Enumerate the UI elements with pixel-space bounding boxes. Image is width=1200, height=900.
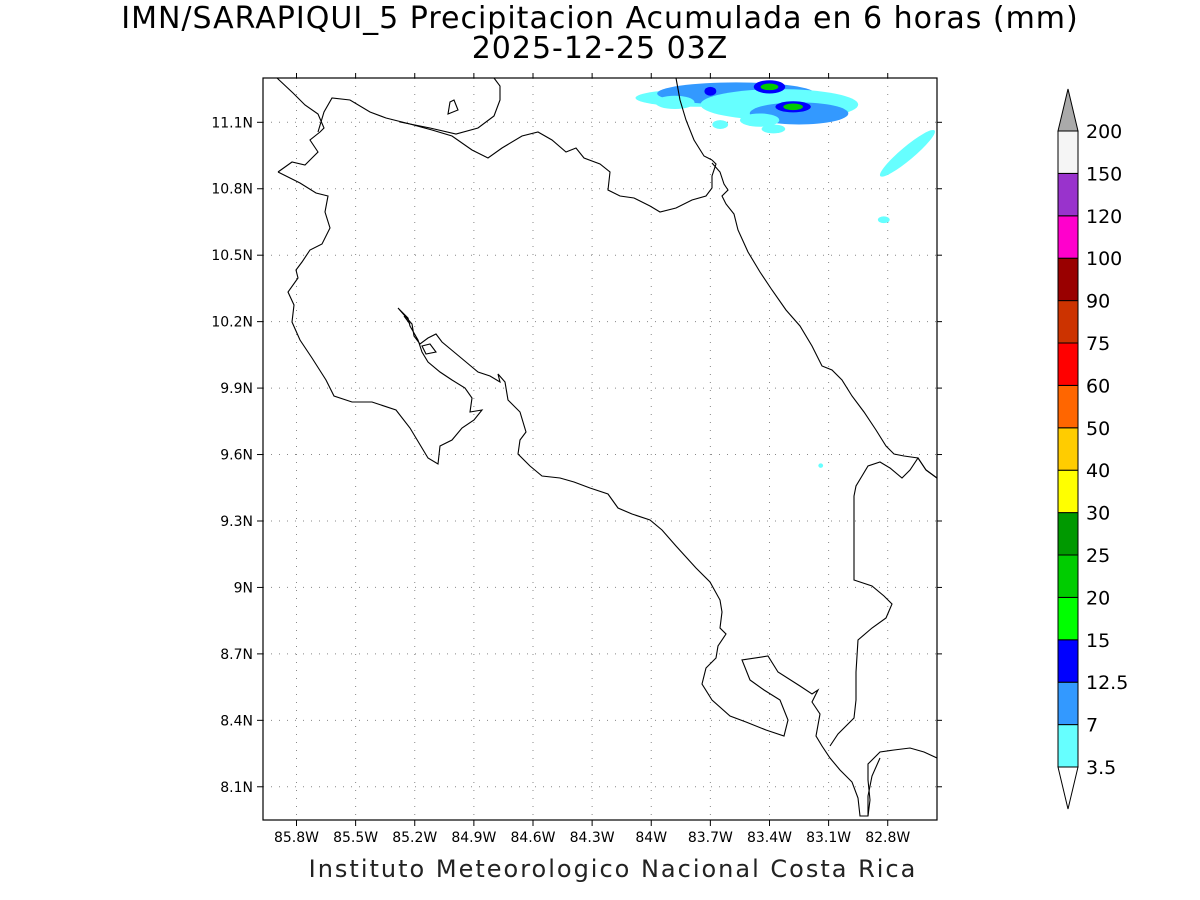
colorbar-label: 20: [1086, 587, 1110, 609]
precip-cell: [783, 103, 803, 111]
lon-tick-label: 83.4W: [747, 830, 792, 846]
lon-tick-label: 84.9W: [451, 830, 496, 846]
colorbar-label: 3.5: [1086, 757, 1116, 779]
colorbar-swatch: [1057, 215, 1079, 259]
lon-tick-label: 85.8W: [274, 830, 319, 846]
colorbar-label: 25: [1086, 545, 1110, 567]
colorbar-label: 40: [1086, 460, 1110, 482]
lon-tick-label: 84.6W: [510, 830, 555, 846]
map-subtitle: 2025-12-25 03Z: [471, 31, 729, 66]
colorbar-label: 60: [1086, 375, 1110, 397]
lon-tick-label: 83.1W: [806, 830, 851, 846]
colorbar-label: 50: [1086, 418, 1110, 440]
river-border: [675, 78, 713, 161]
lat-tick-label: 9.9N: [220, 381, 253, 397]
lat-tick-label: 9.6N: [220, 448, 253, 464]
colorbar-legend: 3.5 7 12.5 15 20 25 30 40 50 60 75 90 100 120 150 200: [1057, 88, 1128, 810]
colorbar-swatch: [1057, 512, 1079, 556]
precip-cell: [739, 113, 780, 127]
colorbar-swatch: [1057, 469, 1079, 514]
colorbar-swatch: [1057, 130, 1079, 174]
colorbar-label: 200: [1086, 121, 1122, 143]
lake-island: [447, 99, 459, 115]
colorbar-swatch: [1057, 384, 1079, 429]
lat-tick-label: 8.7N: [220, 647, 253, 663]
colorbar-swatch: [1057, 681, 1079, 726]
map-frame: [262, 77, 938, 821]
precip-cell: [712, 120, 729, 129]
precip-cell: [760, 83, 779, 91]
precip-cell: [704, 86, 717, 96]
colorbar-label: 15: [1086, 630, 1110, 652]
lat-tick-label: 9.3N: [220, 514, 253, 530]
panama-coast-south: [867, 757, 881, 816]
precipitation-field: [635, 80, 935, 468]
colorbar-label: 90: [1086, 291, 1110, 313]
precip-cell: [877, 216, 890, 224]
pacific-coastline-main: [277, 171, 937, 817]
lon-tick-label: 85.5W: [333, 830, 378, 846]
colorbar-swatch: [1057, 172, 1079, 217]
graticule-grid: [263, 78, 937, 820]
colorbar-swatch: [1057, 639, 1079, 683]
lon-tick-label: 82.8W: [865, 830, 910, 846]
precip-cell: [879, 129, 935, 177]
precip-cell: [761, 124, 786, 134]
colorbar-label: 100: [1086, 248, 1122, 270]
lat-tick-label: 9N: [234, 580, 253, 596]
colorbar-swatch: [1057, 554, 1079, 598]
lon-tick-label: 84.3W: [570, 830, 615, 846]
colorbar-label: 12.5: [1086, 672, 1128, 694]
lon-tick-label: 85.2W: [392, 830, 437, 846]
lat-tick-label: 11.1N: [211, 115, 253, 131]
colorbar-label: 30: [1086, 503, 1110, 525]
lat-tick-label: 8.4N: [220, 713, 253, 729]
map-title: IMN/SARAPIQUI_5 Precipitacion Acumulada …: [121, 1, 1079, 36]
coastline-borders: [276, 78, 937, 817]
nicoya-island: [421, 343, 437, 355]
panama-border: [829, 457, 937, 747]
lat-tick-label: 10.8N: [211, 182, 253, 198]
colorbar-label: 150: [1086, 163, 1122, 185]
colorbar-swatch: [1057, 724, 1079, 768]
colorbar-label: 75: [1086, 333, 1110, 355]
precip-cell: [818, 463, 824, 468]
axis-ticks: 85.8W 85.5W 85.2W 84.9W 84.6W 84.3W 84W 83.7W 83…: [211, 73, 942, 846]
lat-tick-label: 8.1N: [220, 780, 253, 796]
colorbar-label: 120: [1086, 206, 1122, 228]
lon-tick-label: 84W: [635, 830, 667, 846]
colorbar-swatch: [1057, 342, 1079, 386]
colorbar-bottom-arrow: [1057, 766, 1079, 810]
colorbar-top-arrow: [1057, 88, 1079, 132]
lat-tick-label: 10.5N: [211, 248, 253, 264]
caribbean-coastline: [711, 162, 937, 479]
colorbar-label: 7: [1086, 715, 1098, 737]
lake-nicaragua-shore: [399, 78, 501, 135]
colorbar-swatch: [1057, 300, 1079, 344]
footer-credit: Instituto Meteorologico Nacional Costa R…: [308, 855, 918, 883]
lat-tick-label: 10.2N: [211, 315, 253, 331]
lon-tick-label: 83.7W: [688, 830, 733, 846]
pacific-coastline: [276, 78, 325, 173]
colorbar-swatch: [1057, 427, 1079, 471]
colorbar-swatch: [1057, 257, 1079, 302]
precip-cell: [655, 95, 695, 110]
colorbar-swatch: [1057, 596, 1079, 641]
nicaragua-border: [317, 97, 717, 213]
isla-san-lucas: [403, 315, 411, 325]
